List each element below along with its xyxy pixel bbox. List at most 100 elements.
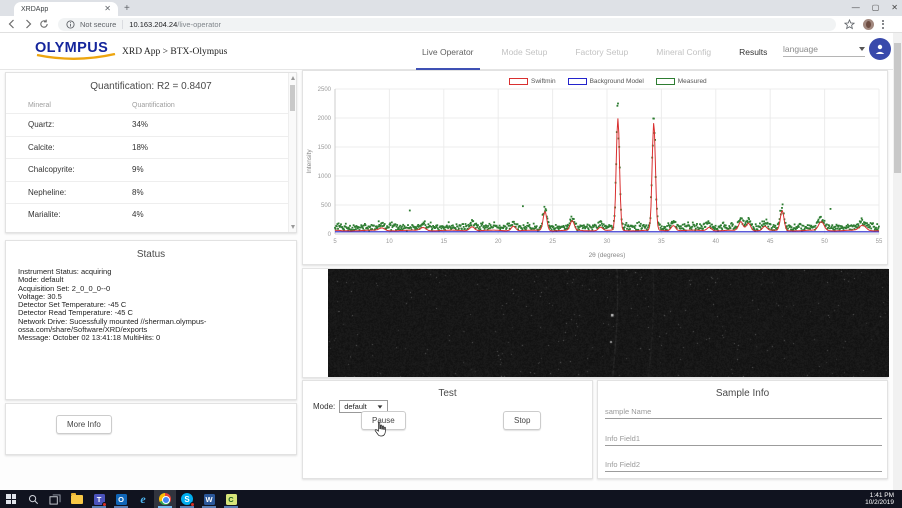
svg-text:55: 55 bbox=[876, 239, 883, 245]
user-account-button[interactable] bbox=[869, 38, 891, 60]
table-row: Chalcopyrite: 9% bbox=[6, 158, 296, 181]
stop-button[interactable]: Stop bbox=[503, 411, 542, 430]
chrome-icon[interactable] bbox=[154, 490, 176, 508]
svg-text:2000: 2000 bbox=[318, 116, 332, 122]
legend-item-measured: Measured bbox=[655, 78, 707, 85]
svg-text:10: 10 bbox=[386, 239, 393, 245]
new-tab-button[interactable]: + bbox=[124, 3, 130, 14]
svg-text:2500: 2500 bbox=[318, 87, 332, 93]
outlook-icon[interactable]: O bbox=[110, 490, 132, 508]
file-explorer-icon[interactable] bbox=[66, 490, 88, 508]
status-panel: Status Instrument Status: acquiring Mode… bbox=[5, 240, 297, 400]
svg-text:Intensity: Intensity bbox=[306, 149, 313, 174]
chevron-down-icon bbox=[377, 404, 383, 409]
tab-mode-setup[interactable]: Mode Setup bbox=[501, 46, 548, 57]
table-row: Quartz: 34% bbox=[6, 113, 296, 136]
browser-toolbar: Not secure 10.163.204.24/live-operator bbox=[0, 16, 902, 33]
table-row: Calcite: 18% bbox=[6, 135, 296, 159]
forward-icon[interactable] bbox=[20, 19, 36, 29]
notification-badge bbox=[101, 501, 107, 507]
info-field2-input[interactable] bbox=[605, 458, 882, 472]
quantification-scrollbar[interactable] bbox=[288, 73, 296, 232]
pause-button[interactable]: Pause bbox=[361, 411, 406, 430]
quantification-title: Quantification: R2 = 0.8407 bbox=[90, 81, 212, 92]
browser-tab[interactable]: XRDApp ✕ bbox=[14, 2, 118, 16]
tab-title: XRDApp bbox=[21, 5, 49, 13]
xrd-diffraction-chart[interactable]: 0 500 1000 1500 2000 2500 5 10 15 20 25 30 35 40 45 50 5… bbox=[303, 71, 887, 264]
teams-icon[interactable]: T bbox=[88, 490, 110, 508]
legend-swatch-red bbox=[509, 78, 528, 85]
column-header-quantification: Quantification bbox=[132, 102, 175, 109]
status-line: Instrument Status: acquiring bbox=[18, 267, 112, 276]
mode-label: Mode: bbox=[313, 402, 336, 411]
app-icon-c[interactable]: C bbox=[220, 490, 242, 508]
legend-item-swiftmin: Swiftmin bbox=[509, 78, 556, 85]
test-title: Test bbox=[438, 388, 457, 399]
quantification-panel: Quantification: R2 = 0.8407 Mineral Quan… bbox=[5, 72, 297, 233]
reload-icon[interactable] bbox=[36, 19, 52, 29]
windows-taskbar: T O e S W C 1:41 PM 10/2/2019 bbox=[0, 490, 902, 508]
more-info-button[interactable]: More Info bbox=[56, 415, 112, 434]
chevron-down-icon bbox=[859, 47, 865, 51]
search-icon[interactable] bbox=[22, 490, 44, 508]
svg-text:50: 50 bbox=[821, 239, 828, 245]
legend-swatch-green bbox=[655, 78, 675, 85]
svg-text:500: 500 bbox=[321, 203, 332, 209]
window-close-button[interactable]: ✕ bbox=[891, 2, 898, 12]
browser-profile-avatar[interactable] bbox=[863, 18, 874, 30]
tab-mineral-config[interactable]: Mineral Config bbox=[656, 46, 712, 57]
notification-badge bbox=[190, 502, 195, 507]
sample-name-input[interactable] bbox=[605, 405, 882, 419]
detector-image bbox=[328, 269, 889, 377]
legend-swatch-blue bbox=[567, 78, 587, 85]
scrollbar-thumb[interactable] bbox=[894, 43, 901, 173]
status-line: Network Drive: Sucessfully mounted //she… bbox=[18, 316, 207, 335]
info-field1-input[interactable] bbox=[605, 432, 882, 446]
window-minimize-button[interactable]: — bbox=[851, 2, 860, 12]
security-label: Not secure bbox=[80, 19, 117, 29]
more-info-panel: More Info bbox=[5, 403, 297, 455]
internet-explorer-icon[interactable]: e bbox=[140, 492, 146, 506]
page-scrollbar[interactable] bbox=[893, 33, 902, 490]
svg-text:35: 35 bbox=[658, 239, 665, 245]
address-bar[interactable]: Not secure 10.163.204.24/live-operator bbox=[58, 17, 836, 31]
taskbar-clock[interactable]: 1:41 PM 10/2/2019 bbox=[865, 490, 902, 508]
tab-results[interactable]: Results bbox=[739, 46, 768, 57]
word-icon[interactable]: W bbox=[198, 490, 220, 508]
legend-item-background-model: Background Model bbox=[567, 78, 644, 85]
svg-text:5: 5 bbox=[333, 239, 337, 245]
status-line: Voltage: 30.5 bbox=[18, 291, 62, 301]
window-maximize-button[interactable]: ▢ bbox=[871, 2, 880, 12]
info-icon[interactable] bbox=[66, 19, 75, 29]
svg-text:45: 45 bbox=[767, 239, 774, 245]
clock-time: 1:41 PM bbox=[869, 491, 894, 499]
language-select[interactable]: language bbox=[783, 44, 865, 57]
svg-text:1000: 1000 bbox=[318, 174, 332, 180]
url-host: 10.163.204.24 bbox=[129, 19, 178, 29]
olympus-logo: OLYMPUS bbox=[35, 40, 117, 61]
main-nav: Live Operator Mode Setup Factory Setup M… bbox=[408, 33, 781, 70]
tab-factory-setup[interactable]: Factory Setup bbox=[575, 46, 629, 57]
svg-text:20: 20 bbox=[495, 239, 502, 245]
svg-text:40: 40 bbox=[712, 239, 719, 245]
start-button[interactable] bbox=[0, 490, 22, 508]
chart-legend: Swiftmin Background Model Measured bbox=[509, 78, 707, 85]
skype-icon[interactable]: S bbox=[176, 490, 198, 508]
browser-menu-icon[interactable] bbox=[882, 19, 884, 29]
test-panel: Test Mode: default Pause Stop bbox=[302, 380, 593, 479]
svg-text:0: 0 bbox=[328, 232, 332, 238]
tab-live-operator[interactable]: Live Operator bbox=[408, 33, 488, 70]
tab-close-icon[interactable]: ✕ bbox=[104, 4, 111, 13]
diffraction-chart-panel: Swiftmin Background Model Measured 0 500 1… bbox=[302, 70, 888, 265]
bookmark-star-icon[interactable] bbox=[844, 18, 855, 30]
task-view-icon[interactable] bbox=[44, 490, 66, 508]
detector-image-panel bbox=[302, 268, 889, 378]
table-row: Marialite: 4% bbox=[6, 203, 296, 226]
clock-date: 10/2/2019 bbox=[865, 499, 894, 506]
status-line: Mode: default bbox=[18, 275, 64, 285]
xrd-app-page: OLYMPUS XRD App > BTX-Olympus Live Opera… bbox=[0, 33, 902, 490]
person-icon bbox=[875, 44, 885, 54]
back-icon[interactable] bbox=[4, 19, 20, 29]
column-header-mineral: Mineral bbox=[28, 102, 51, 109]
